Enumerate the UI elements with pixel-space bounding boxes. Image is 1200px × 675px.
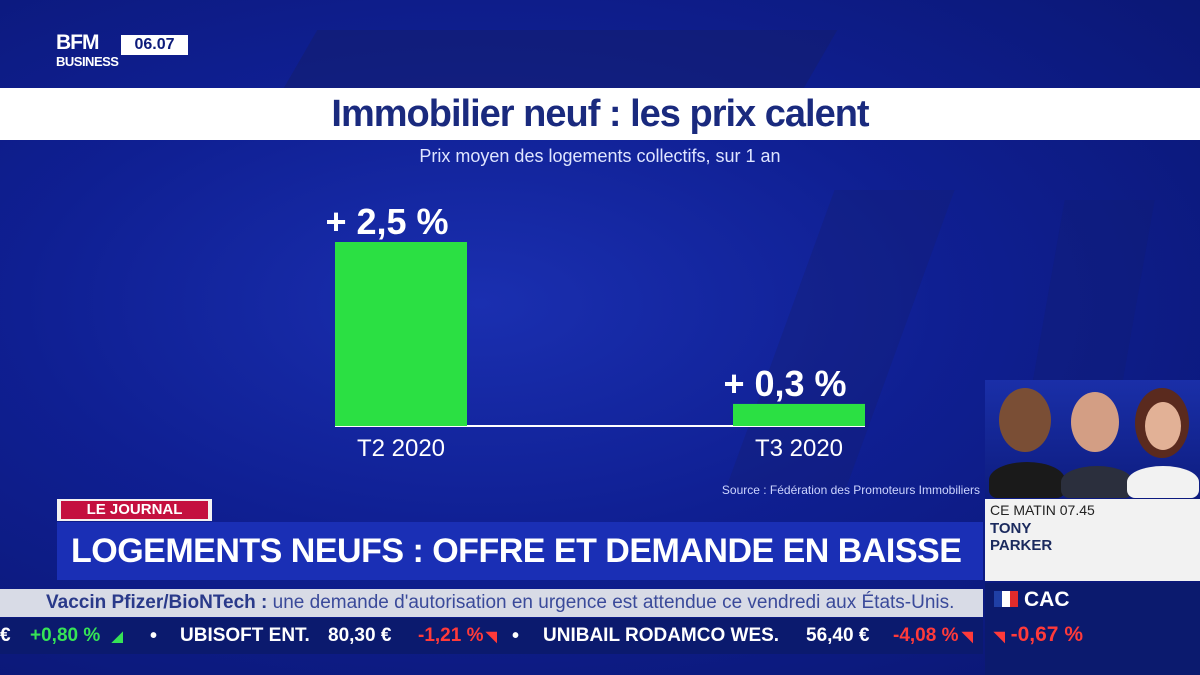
stock-change: -4,08 % — [893, 625, 959, 646]
index-change: ◥ -0,67 % — [994, 622, 1083, 649]
chart-subtitle: Prix moyen des logements collectifs, sur… — [419, 146, 781, 166]
arrow-down-icon: ◥ — [486, 628, 497, 644]
stock-cut-value: € — [0, 625, 11, 646]
logo-bottom-text: BUSINESS — [56, 54, 119, 69]
chart-source: Source : Fédération des Promoteurs Immob… — [721, 483, 980, 497]
presenters-photo — [985, 380, 1200, 498]
category-label: T3 2020 — [755, 435, 843, 462]
guest-last-name: PARKER — [990, 537, 1053, 554]
show-slot: CE MATIN 07.45 — [990, 502, 1095, 518]
separator-dot-icon: • — [150, 625, 158, 647]
stock-cut-change: +0,80 % — [30, 625, 101, 646]
stock-price: 56,40 € — [806, 625, 870, 646]
bar-value-label: + 2,5 % — [325, 201, 448, 242]
headline: LOGEMENTS NEUFS : OFFRE ET DEMANDE EN BA… — [71, 532, 962, 570]
news-ticker-text: Vaccin Pfizer/BioNTech : une demande d'a… — [46, 589, 954, 617]
stock-price: 80,30 € — [328, 625, 392, 646]
presenter-face — [1145, 402, 1181, 450]
headline-bar — [57, 522, 983, 580]
presenter-body — [1127, 466, 1199, 498]
index-panel — [985, 583, 1200, 675]
title-band — [0, 88, 1200, 140]
logo-top-text: BFM — [56, 31, 99, 54]
guest-name: TONY PARKER — [990, 520, 1190, 554]
channel-logo: BFM BUSINESS — [56, 32, 121, 72]
news-ticker-lead: Vaccin Pfizer/BioNTech : — [46, 592, 268, 613]
arrow-down-icon: ◥ — [962, 628, 973, 644]
stock-ticker: € +0,80 % ◢ • UBISOFT ENT. 80,30 € -1,21… — [0, 618, 983, 654]
program-tag: LE JOURNAL — [57, 499, 212, 521]
chart-title: Immobilier neuf : les prix calent — [331, 93, 869, 135]
presenter-head — [1071, 392, 1119, 452]
clock: 06.07 — [121, 35, 188, 55]
guest-first-name: TONY — [990, 520, 1032, 537]
bar-value-label: + 0,3 % — [723, 363, 846, 404]
france-flag-icon — [994, 591, 1018, 607]
arrow-up-icon: ◢ — [112, 628, 123, 644]
stock-change: -1,21 % — [418, 625, 484, 646]
arrow-down-icon: ◥ — [994, 628, 1005, 644]
presenter-head — [999, 388, 1051, 452]
program-tag-label: LE JOURNAL — [61, 501, 208, 519]
show-info-panel — [985, 499, 1200, 581]
separator-dot-icon: • — [512, 625, 520, 647]
presenter-body — [989, 462, 1065, 498]
stock-name: UNIBAIL RODAMCO WES. — [543, 625, 780, 646]
index-change-value: -0,67 % — [1010, 623, 1083, 646]
stock-name: UBISOFT ENT. — [180, 625, 310, 646]
bar — [335, 242, 467, 426]
index-name: CAC — [1024, 588, 1070, 611]
news-ticker-body: une demande d'autorisation en urgence es… — [267, 592, 955, 613]
bar — [733, 403, 865, 426]
presenter-body — [1061, 466, 1133, 498]
news-ticker: Vaccin Pfizer/BioNTech : une demande d'a… — [0, 589, 983, 617]
category-label: T2 2020 — [357, 435, 445, 462]
